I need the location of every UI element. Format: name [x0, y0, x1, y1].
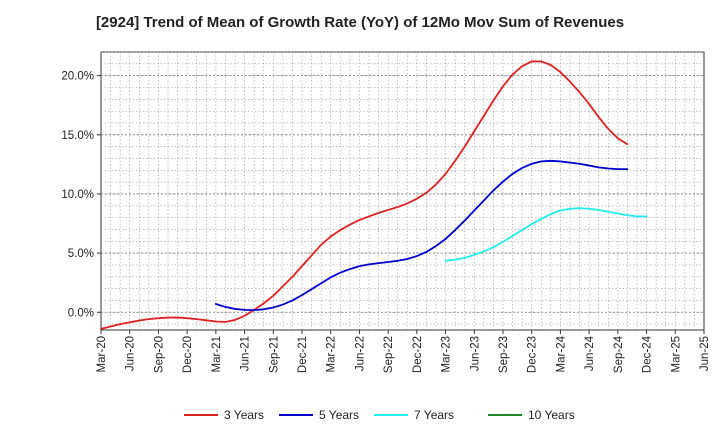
series-lines	[100, 60, 648, 330]
x-tick-label: Mar-20	[96, 336, 108, 372]
x-tick-label: Mar-21	[211, 336, 223, 372]
x-tick-label: Mar-25	[670, 336, 682, 372]
x-tick-label: Sep-20	[153, 336, 165, 373]
x-tick-label: Dec-20	[182, 336, 194, 373]
series-line-7-years	[444, 207, 648, 262]
x-tick-label: Sep-22	[383, 336, 395, 373]
x-tick-label: Dec-22	[412, 336, 424, 373]
legend-label: 10 Years	[528, 408, 575, 422]
chart-title: [2924] Trend of Mean of Growth Rate (YoY…	[95, 14, 625, 31]
plot-area	[100, 51, 705, 331]
x-tick-label: Jun-21	[240, 336, 252, 371]
series-line-5-years	[214, 159, 629, 312]
legend-label: 3 Years	[224, 408, 264, 422]
x-tick-label: Sep-24	[613, 335, 625, 373]
y-tick-label: 0.0%	[68, 307, 94, 319]
legend-label: 5 Years	[319, 408, 359, 422]
x-tick-label: Jun-25	[699, 336, 711, 371]
x-tick-label: Dec-24	[642, 335, 654, 373]
x-tick-label: Mar-22	[326, 336, 338, 372]
x-tick-label: Jun-24	[584, 335, 596, 371]
x-tick-label: Jun-23	[469, 336, 481, 371]
legend: 3 Years 5 Years 7 Years 10 Years	[184, 408, 575, 422]
legend-label: 7 Years	[414, 408, 454, 422]
y-tick-label: 5.0%	[68, 248, 94, 260]
x-tick-label: Sep-23	[498, 336, 510, 373]
x-tick-label: Jun-20	[125, 336, 137, 371]
x-tick-label: Dec-23	[527, 336, 539, 373]
x-tick-label: Sep-21	[268, 336, 280, 373]
x-tick-label: Mar-23	[441, 336, 453, 372]
x-tick-label: Mar-24	[555, 335, 567, 372]
series-line-3-years	[100, 60, 629, 330]
y-tick-label: 10.0%	[61, 189, 94, 201]
grid-lines	[101, 51, 704, 330]
y-tick-label: 15.0%	[61, 130, 94, 142]
axes: 0.0% 5.0% 10.0% 15.0% 20.0% Mar-20 Jun-20 Sep-2…	[61, 71, 711, 373]
x-tick-label: Dec-21	[297, 336, 309, 373]
y-tick-label: 20.0%	[61, 71, 94, 83]
x-tick-label: Jun-22	[354, 336, 366, 371]
